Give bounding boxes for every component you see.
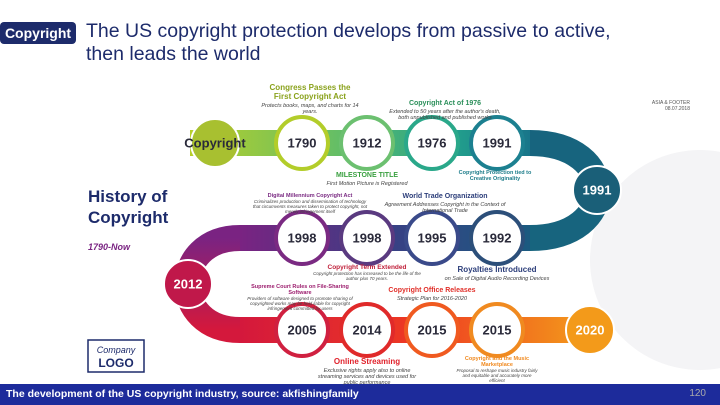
logo-line: Company	[97, 345, 136, 355]
node-label: 2015	[418, 323, 447, 338]
event-title: Copyright Term Extended	[327, 264, 407, 271]
tag-box	[0, 22, 76, 44]
page-number: 120	[689, 388, 706, 399]
node-label: 1790	[288, 136, 317, 151]
node-label: 2005	[288, 323, 317, 338]
event: Online Streaming Exclusive rights apply a…	[312, 357, 422, 386]
event-title: MILESTONE TITLE	[335, 172, 399, 179]
event: Copyright Office Releases Strategic Plan …	[377, 287, 487, 302]
event: Copyright Term Extended Copyright protect…	[312, 264, 422, 282]
event-title: Supreme Court Rules on File-Sharing Soft…	[251, 284, 349, 297]
node	[163, 259, 213, 309]
event: World Trade Organization Agreement Addres…	[380, 193, 510, 214]
event-text: Agreement Addresses Copyright in the Con…	[384, 201, 506, 214]
event: Congress Passes the First Copyright Act P…	[260, 83, 360, 115]
node	[469, 302, 525, 358]
event-text: First Motion Picture is Registered	[326, 180, 408, 187]
node-label: 2015	[483, 323, 512, 338]
node-label: Copyright	[184, 136, 246, 151]
node-label: 1976	[418, 136, 447, 151]
event-title: Congress Passes the First Copyright Act	[269, 83, 351, 101]
node-label: 1991	[483, 136, 512, 151]
event-title: Online Streaming	[333, 357, 401, 366]
node-label: 1991	[583, 183, 612, 198]
node	[274, 210, 330, 266]
node	[274, 302, 330, 358]
stamp-line: ASIA & FOOTER	[651, 100, 690, 106]
node-label: 2014	[353, 323, 383, 338]
node	[469, 115, 525, 171]
event: Copyright Protection tied to Creative Or…	[453, 170, 537, 182]
event: Royalties Introduced on Sale of Digital A…	[442, 265, 552, 282]
event: MILESTONE TITLE First Motion Picture is R…	[312, 172, 422, 187]
node-label: 1998	[353, 231, 382, 246]
event-text: Strategic Plan for 2016-2020	[396, 295, 468, 302]
event-text: on Sale of Digital Audio Recording Devic…	[444, 275, 550, 282]
event-text: Copyright protection has increased to be…	[313, 271, 421, 282]
event-title: Copyright Office Releases	[388, 287, 476, 294]
event: Digital Millennium Copyright Act Criminal…	[250, 193, 370, 215]
node	[274, 115, 330, 171]
event-text: Protects books, maps, and charts for 14 …	[261, 102, 359, 115]
event-text: Extended to 50 years after the author's …	[389, 108, 501, 121]
node	[339, 210, 395, 266]
event-text: Exclusive rights apply also to online st…	[317, 367, 417, 386]
node	[404, 115, 460, 171]
node-label: 2020	[576, 323, 605, 338]
tag: Copyright	[5, 25, 71, 41]
node-label: 2012	[174, 277, 203, 292]
title: The US copyright protection develops fro…	[86, 20, 611, 65]
event-text: Providers of software designed to promot…	[247, 296, 353, 311]
event-title: World Trade Organization	[402, 193, 488, 200]
footer-bar	[0, 384, 720, 405]
event-text: Criminalizes production and disseminatio…	[252, 199, 368, 214]
node	[572, 165, 622, 215]
event-title: Copyright and the Music Marketplace	[464, 356, 530, 369]
node-label: 1992	[483, 231, 512, 246]
stamp: ASIA & FOOTER 08.07.2018	[652, 100, 690, 112]
logo-box	[87, 339, 145, 373]
node-label: 1995	[418, 231, 447, 246]
event: Copyright and the Music Marketplace Propo…	[455, 356, 539, 384]
event-title: Digital Millennium Copyright Act	[267, 193, 353, 199]
nodes: Copyright 1790 1912 1976 1991 1991 1998 1998 199…	[163, 115, 622, 358]
logo-line: LOGO	[98, 356, 133, 370]
footer-caption: The development of the US copyright indu…	[6, 388, 359, 400]
node	[565, 305, 615, 355]
sidebar-title: History of Copyright	[88, 187, 169, 227]
node	[404, 302, 460, 358]
node	[339, 302, 395, 358]
event-title: Copyright Protection tied to Creative Or…	[458, 170, 532, 183]
node-label: 1998	[288, 231, 317, 246]
sidebar-range: 1790-Now	[88, 242, 131, 252]
node	[190, 118, 240, 168]
node	[404, 210, 460, 266]
node	[339, 115, 395, 171]
event-title: Copyright Act of 1976	[408, 100, 482, 107]
event: Supreme Court Rules on File-Sharing Soft…	[245, 284, 355, 312]
bg-deco	[590, 150, 720, 370]
event: Copyright Act of 1976 Extended to 50 year…	[385, 100, 505, 121]
event-text: Proposal to reshape music industry fairl…	[456, 368, 538, 383]
node-label: 1912	[353, 136, 382, 151]
node	[469, 210, 525, 266]
stamp-line: 08.07.2018	[664, 106, 690, 112]
event-title: Royalties Introduced	[457, 265, 537, 274]
